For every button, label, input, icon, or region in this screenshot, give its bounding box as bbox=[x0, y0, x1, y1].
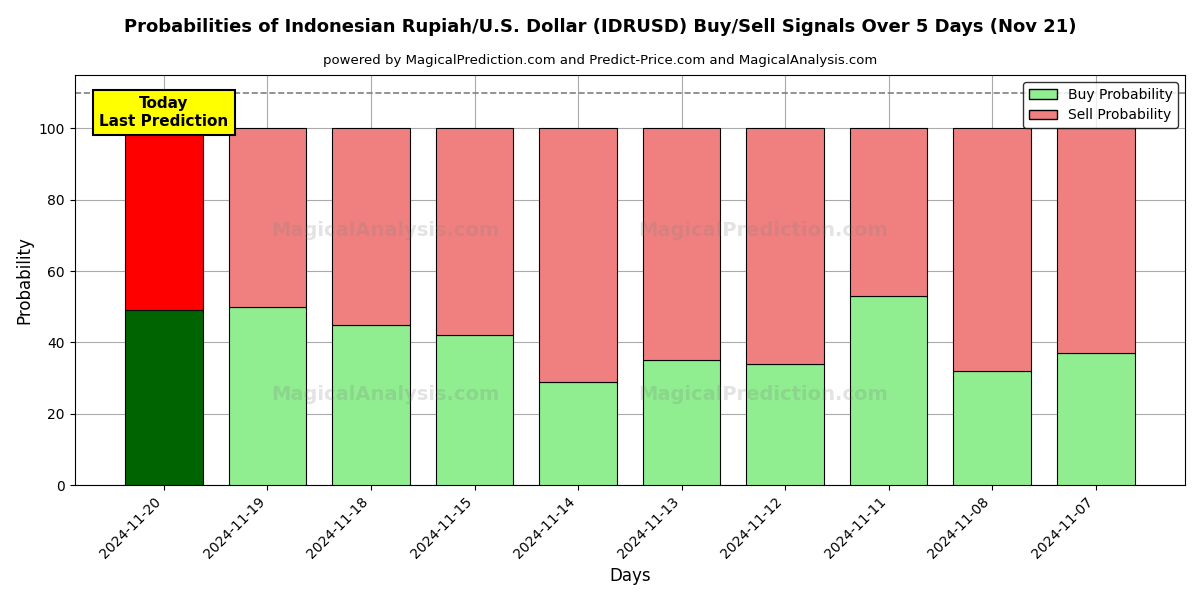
Bar bbox=[1057, 353, 1134, 485]
Y-axis label: Probability: Probability bbox=[16, 236, 34, 324]
Bar bbox=[850, 128, 928, 296]
Bar bbox=[746, 128, 824, 364]
Bar bbox=[953, 128, 1031, 371]
Text: Today
Last Prediction: Today Last Prediction bbox=[100, 97, 228, 129]
Bar bbox=[539, 128, 617, 382]
Bar bbox=[229, 128, 306, 307]
Bar bbox=[1057, 128, 1134, 353]
Bar bbox=[332, 325, 410, 485]
Bar bbox=[125, 128, 203, 310]
Bar bbox=[125, 310, 203, 485]
Bar bbox=[746, 364, 824, 485]
Text: Probabilities of Indonesian Rupiah/U.S. Dollar (IDRUSD) Buy/Sell Signals Over 5 : Probabilities of Indonesian Rupiah/U.S. … bbox=[124, 18, 1076, 36]
Text: MagicalAnalysis.com: MagicalAnalysis.com bbox=[271, 221, 499, 241]
Bar bbox=[850, 296, 928, 485]
Bar bbox=[332, 128, 410, 325]
Text: MagicalPrediction.com: MagicalPrediction.com bbox=[638, 221, 888, 241]
Bar bbox=[643, 360, 720, 485]
Bar bbox=[436, 335, 514, 485]
Bar bbox=[436, 128, 514, 335]
X-axis label: Days: Days bbox=[610, 567, 650, 585]
Bar bbox=[643, 128, 720, 360]
Legend: Buy Probability, Sell Probability: Buy Probability, Sell Probability bbox=[1024, 82, 1178, 128]
Bar bbox=[953, 371, 1031, 485]
Text: MagicalPrediction.com: MagicalPrediction.com bbox=[638, 385, 888, 404]
Text: MagicalAnalysis.com: MagicalAnalysis.com bbox=[271, 385, 499, 404]
Text: powered by MagicalPrediction.com and Predict-Price.com and MagicalAnalysis.com: powered by MagicalPrediction.com and Pre… bbox=[323, 54, 877, 67]
Bar bbox=[539, 382, 617, 485]
Bar bbox=[229, 307, 306, 485]
